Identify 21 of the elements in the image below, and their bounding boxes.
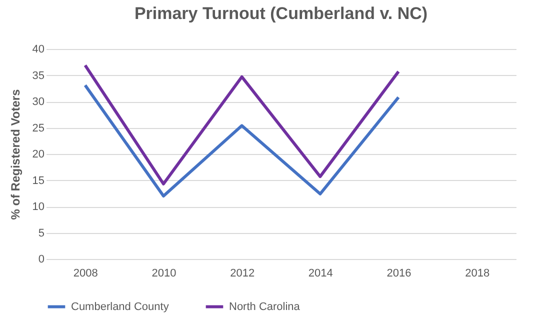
legend-label: Cumberland County bbox=[71, 300, 170, 313]
y-tick-label: 5 bbox=[38, 227, 44, 240]
y-tick-label: 35 bbox=[32, 70, 44, 82]
x-tick-label: 2008 bbox=[73, 268, 98, 280]
y-tick-label: 20 bbox=[32, 148, 44, 160]
x-tick-label: 2010 bbox=[152, 268, 176, 280]
y-axis-title: % of Registered Voters bbox=[8, 88, 22, 220]
y-tick-label: 15 bbox=[32, 174, 44, 187]
line-series bbox=[84, 84, 400, 198]
x-tick-label: 2012 bbox=[230, 268, 255, 280]
y-tick-label: 25 bbox=[32, 122, 44, 134]
legend-label: North Carolina bbox=[229, 300, 301, 313]
y-tick-label: 40 bbox=[32, 44, 44, 56]
chart-title: Primary Turnout (Cumberland v. NC) bbox=[134, 4, 428, 23]
x-tick-label: 2018 bbox=[465, 268, 490, 280]
x-tick-label: 2014 bbox=[308, 268, 333, 280]
y-tick-label: 10 bbox=[32, 201, 44, 213]
y-tick-label: 0 bbox=[38, 254, 44, 266]
x-tick-label: 2016 bbox=[386, 268, 412, 280]
line-series bbox=[84, 64, 400, 186]
y-tick-label: 30 bbox=[32, 96, 44, 108]
